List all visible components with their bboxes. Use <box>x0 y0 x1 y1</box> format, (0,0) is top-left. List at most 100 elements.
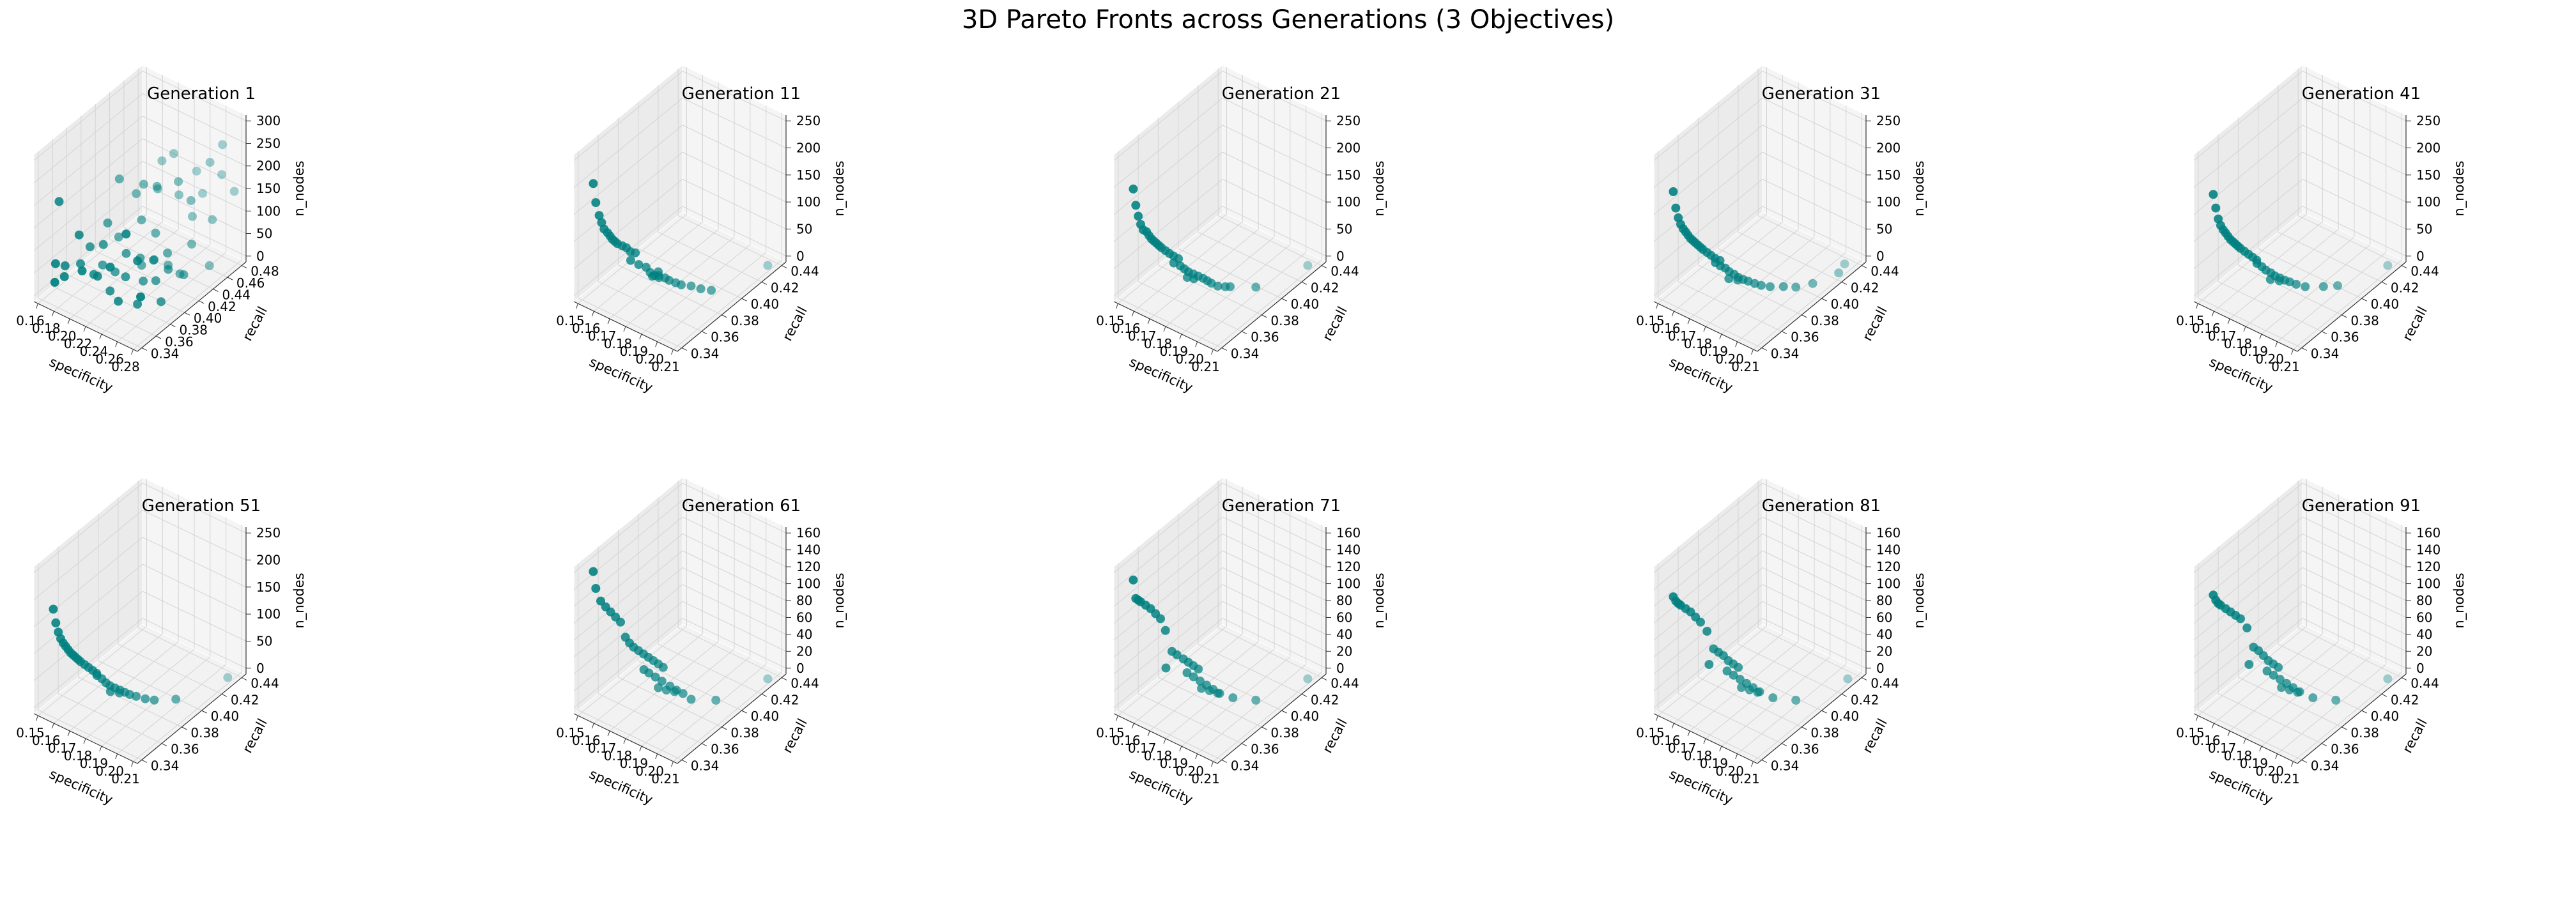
x-tick-label: 0.18 <box>604 336 633 351</box>
y-tick <box>681 759 688 763</box>
grid-line <box>33 482 143 573</box>
data-point <box>591 198 601 208</box>
y-tick-label: 0.38 <box>730 313 759 328</box>
grid-line <box>33 116 143 206</box>
x-tick-label: 0.16 <box>2192 733 2221 748</box>
y-axis-label: recall <box>1320 304 1350 344</box>
y-tick-label: 0.38 <box>730 725 759 740</box>
chart-title: Generation 61 <box>682 496 801 516</box>
z-tick-label: 0 <box>1336 249 1345 264</box>
grid-line <box>1118 625 1227 716</box>
grid-line <box>1653 500 1763 590</box>
grid-line <box>573 516 683 607</box>
z-tick-label: 80 <box>1876 593 1892 608</box>
y-tick-label: 0.34 <box>1771 346 1800 361</box>
data-point <box>137 215 146 225</box>
grid-line <box>682 500 787 551</box>
y-tick <box>1761 759 1768 763</box>
x-tick <box>67 730 70 737</box>
data-point <box>596 596 605 606</box>
grid-line <box>2302 567 2407 618</box>
z-tick-label: 50 <box>2416 221 2432 236</box>
grid-line <box>1653 151 1763 242</box>
y-tick <box>721 726 727 730</box>
x-tick <box>1671 311 1674 317</box>
grid-line <box>1113 482 1223 573</box>
x-tick <box>1116 303 1118 309</box>
grid-line <box>1762 550 1867 601</box>
data-point <box>2285 685 2294 694</box>
z-axis-label: n_nodes <box>831 160 847 216</box>
y-tick <box>170 324 176 328</box>
grid-line <box>1737 252 1846 342</box>
data-point <box>1766 282 1775 291</box>
data-point <box>2236 614 2245 624</box>
y-tick-label: 0.38 <box>1270 725 1299 740</box>
z-tick-label: 40 <box>796 627 812 642</box>
data-point <box>85 242 95 252</box>
y-tick <box>2401 265 2407 269</box>
data-point <box>198 188 207 198</box>
data-point <box>151 228 160 238</box>
data-point <box>2209 190 2218 199</box>
y-tick <box>1241 743 1247 747</box>
data-point <box>1768 693 1778 703</box>
y-tick <box>2381 281 2387 285</box>
data-point <box>1156 614 1165 624</box>
grid-line <box>1198 643 1302 694</box>
z-tick-label: 20 <box>2416 643 2432 659</box>
x-tick-label: 0.15 <box>1636 725 1665 740</box>
y-axis-line <box>137 673 247 764</box>
data-point <box>1194 664 1203 674</box>
y-tick <box>1301 281 1307 285</box>
x-tick-label: 0.15 <box>2176 725 2205 740</box>
z-tick-label: 0 <box>2416 249 2425 264</box>
y-tick-label: 0.44 <box>251 676 279 691</box>
grid-line <box>1677 281 1782 332</box>
y-tick-label: 0.38 <box>2350 313 2379 328</box>
grid-line <box>2302 516 2407 567</box>
data-point <box>677 280 686 289</box>
x-tick <box>1131 723 1134 729</box>
x-tick-label: 0.21 <box>1731 771 1760 786</box>
data-point <box>1251 282 1261 292</box>
x-tick <box>1211 761 1214 767</box>
grid-line <box>33 138 143 229</box>
y-tick-label: 0.42 <box>1311 692 1339 707</box>
y-tick-label: 0.40 <box>1291 296 1320 312</box>
z-tick-label: 250 <box>1336 113 1361 128</box>
x-tick <box>1179 746 1182 752</box>
grid-line <box>2302 179 2407 229</box>
grid-line <box>1134 633 1243 724</box>
y-axis-line <box>1757 261 1867 352</box>
z-tick-label: 40 <box>1336 627 1352 642</box>
x-tick <box>1163 738 1166 744</box>
data-point <box>591 584 601 593</box>
grid-line <box>142 70 247 121</box>
data-point <box>114 232 123 242</box>
z-tick-label: 20 <box>796 643 812 659</box>
chart-panel-10: 0.150.160.170.180.190.200.21 0.340.36 0.38… <box>2176 476 2467 808</box>
grid-line <box>2214 633 2323 724</box>
x-tick-label: 0.20 <box>1715 351 1744 367</box>
data-point <box>1303 261 1313 270</box>
grid-line <box>142 116 247 167</box>
y-tick <box>1781 743 1787 747</box>
grid-line <box>682 516 787 567</box>
x-tick <box>2227 730 2230 737</box>
y-tick-label: 0.42 <box>1311 280 1339 295</box>
grid-line <box>1653 70 1763 161</box>
grid-line <box>1113 125 1223 215</box>
x-tick-label: 0.16 <box>32 733 61 748</box>
y-tick-label: 0.42 <box>208 299 236 314</box>
data-point <box>686 694 696 704</box>
grid-line <box>1113 567 1223 657</box>
y-tick-label: 0.44 <box>2410 264 2439 279</box>
chart-panel-8: 0.150.160.170.180.190.200.21 0.340.36 0.38… <box>1096 476 1387 808</box>
z-tick-label: 200 <box>256 158 281 174</box>
grid-line <box>2297 215 2402 266</box>
x-tick <box>36 715 38 721</box>
x-tick <box>2196 715 2198 721</box>
x-tick <box>1671 723 1674 729</box>
grid-line <box>1178 248 1282 299</box>
